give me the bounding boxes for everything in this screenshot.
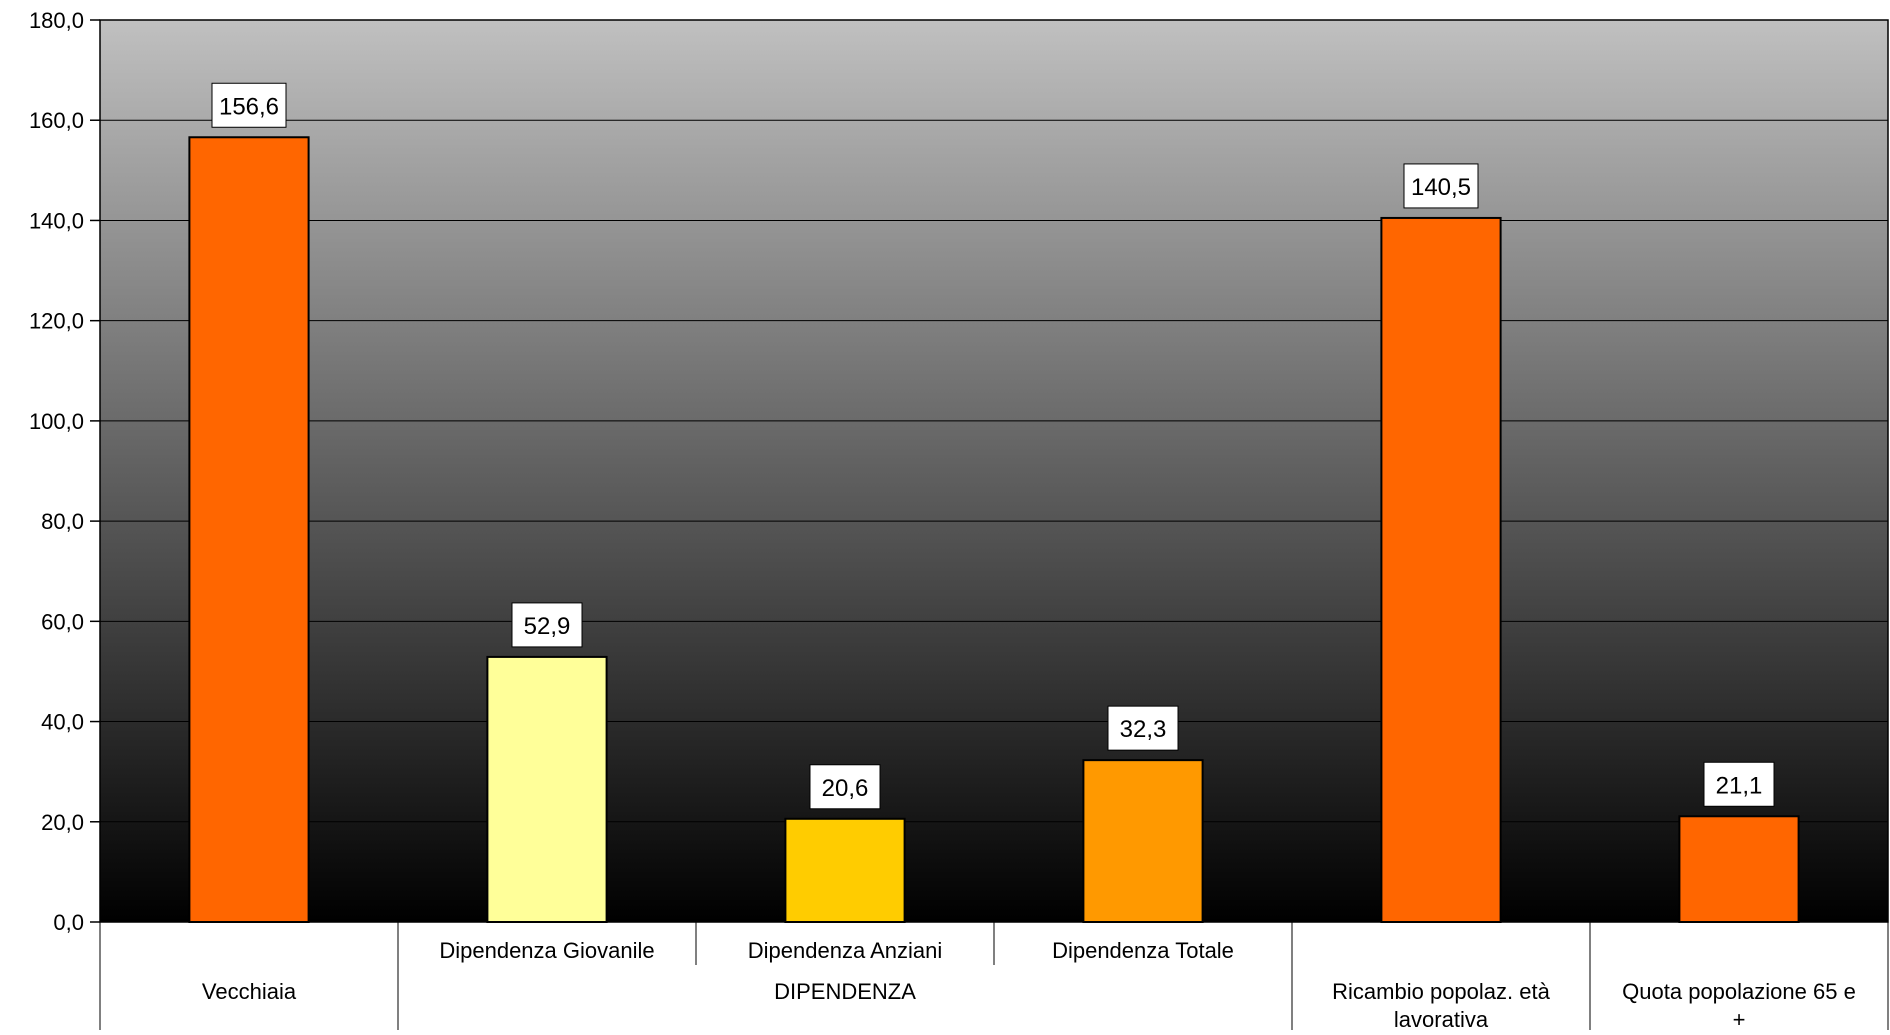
data-label: 20,6 [822,775,869,802]
data-label: 140,5 [1411,174,1471,201]
group-label: Vecchiaia [202,979,297,1004]
bar [1082,759,1204,923]
plot-area [100,20,1888,922]
bar [486,655,608,923]
group-label: + [1733,1007,1746,1030]
bar [784,817,906,924]
y-tick-label: 0,0 [53,910,84,935]
y-tick-label: 100,0 [29,409,84,434]
data-label: 21,1 [1716,772,1763,799]
group-label: Quota popolazione 65 e [1622,979,1856,1004]
data-label-box [1703,761,1775,807]
data-label: 156,6 [219,93,279,120]
group-label: DIPENDENZA [774,979,916,1004]
data-label-box [511,602,583,648]
bar [1380,216,1502,923]
category-label: Dipendenza Totale [1052,938,1234,963]
group-label: lavorativa [1394,1007,1489,1030]
data-label-box [211,82,287,128]
bar [1678,815,1800,924]
y-tick-label: 60,0 [41,609,84,634]
y-tick-label: 20,0 [41,810,84,835]
y-tick-label: 180,0 [29,8,84,33]
y-tick-label: 40,0 [41,710,84,735]
bar [188,136,310,923]
data-label-box [1107,705,1179,751]
data-label-box [1403,163,1479,209]
group-label: Ricambio popolaz. età [1332,979,1550,1004]
y-tick-label: 120,0 [29,309,84,334]
data-label: 52,9 [524,613,571,640]
category-label: Dipendenza Anziani [748,938,942,963]
data-label: 32,3 [1120,716,1167,743]
y-tick-label: 80,0 [41,509,84,534]
data-label-box [809,764,881,810]
y-tick-label: 160,0 [29,108,84,133]
y-tick-label: 140,0 [29,208,84,233]
category-label: Dipendenza Giovanile [439,938,654,963]
